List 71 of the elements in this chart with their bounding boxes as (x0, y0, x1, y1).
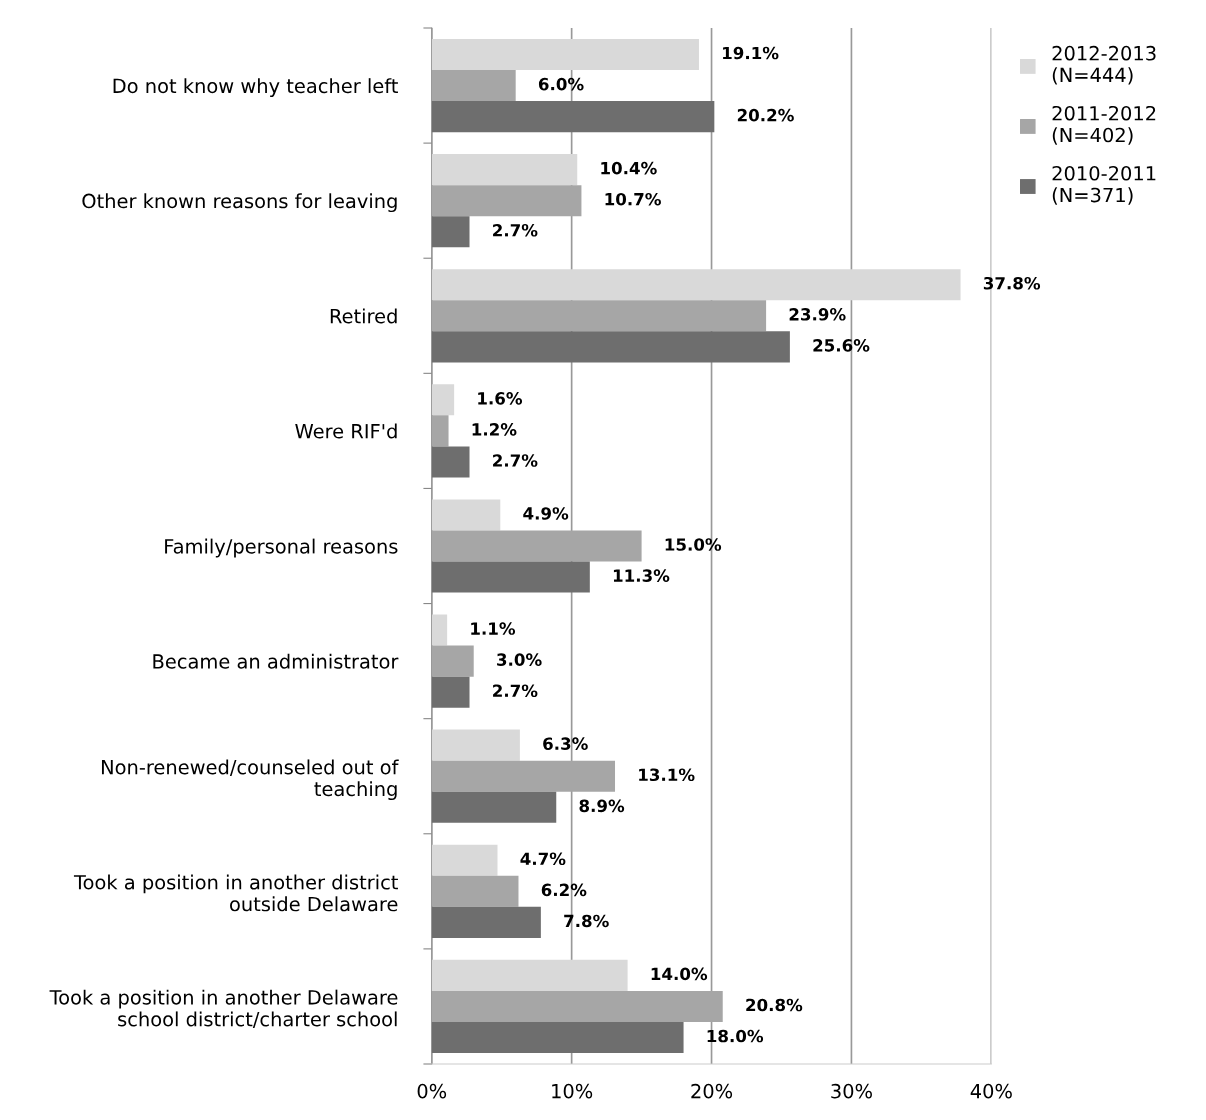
bar (431, 844, 498, 876)
bar (431, 415, 449, 447)
data-label: 6.0% (538, 77, 584, 91)
data-label: 1.2% (472, 423, 517, 436)
y-tick-label: Other known reasons for leaving (82, 193, 397, 213)
bar (431, 875, 519, 907)
data-label: 3.0% (497, 653, 542, 666)
data-label: 10.7% (605, 192, 661, 206)
bar (431, 499, 501, 531)
data-label: 8.9% (579, 799, 625, 813)
bar (431, 70, 516, 102)
x-tick-label: 20% (691, 1083, 733, 1099)
data-label: 20.8% (746, 998, 803, 1012)
x-tick-label: 40% (970, 1083, 1012, 1099)
data-label: 15.0% (665, 538, 722, 551)
data-label: 6.2% (541, 883, 587, 897)
data-label: 11.3% (613, 569, 670, 582)
bar (431, 446, 470, 478)
x-tick-label: 0% (417, 1083, 447, 1099)
bar (431, 331, 790, 363)
data-label: 13.1% (639, 768, 695, 782)
data-label: 25.6% (813, 339, 870, 352)
bar (431, 959, 628, 991)
data-label: 2.7% (493, 684, 538, 698)
bar (431, 216, 470, 248)
bar (431, 791, 557, 823)
data-label: 2.7% (493, 454, 538, 467)
bar (431, 300, 767, 332)
data-label: 23.9% (789, 308, 846, 321)
bar (431, 38, 699, 71)
y-tick-label: Became an administrator (153, 653, 399, 669)
bar (431, 530, 642, 562)
bar (431, 906, 541, 938)
data-label: 1.1% (471, 622, 516, 635)
y-tick-label: Were RIF'd (295, 423, 397, 439)
data-label: 20.2% (737, 108, 794, 122)
data-label: 10.4% (601, 161, 657, 175)
legend-label: 2011-2012 (N=402) (1052, 105, 1156, 145)
data-label: 7.8% (564, 914, 609, 928)
data-label: 4.7% (520, 852, 566, 866)
y-tick-label: Took a position in another district outside Delaware (73, 874, 398, 912)
bar (431, 1021, 684, 1054)
bar (431, 645, 474, 677)
legend-label: 2012-2013 (N=444) (1052, 45, 1156, 85)
bar (431, 760, 616, 792)
x-tick-label: 30% (831, 1083, 872, 1099)
bar (431, 561, 590, 593)
data-label: 6.3% (543, 737, 588, 750)
bar (431, 676, 470, 708)
bar (431, 614, 448, 646)
data-label: 19.1% (723, 46, 779, 60)
data-label: 2.7% (493, 223, 538, 237)
data-label: 37.8% (983, 276, 1041, 290)
y-tick-label: Retired (330, 308, 397, 324)
bar (431, 154, 578, 186)
x-tick-label: 10% (552, 1083, 593, 1099)
y-tick-label: Do not know why teacher left (113, 78, 398, 97)
bar (431, 269, 961, 301)
data-label: 14.0% (651, 967, 708, 981)
y-tick-label: Non-renewed/counseled out of teaching (101, 759, 399, 801)
bar (431, 185, 582, 217)
data-label: 1.6% (478, 392, 523, 405)
legend-label: 2010-2011 (N=371) (1052, 165, 1156, 205)
bar (431, 729, 520, 761)
data-label: 4.9% (523, 507, 569, 520)
data-label: 18.0% (707, 1029, 764, 1043)
y-tick-label: Took a position in another Delaware school district/charter school (49, 989, 398, 1028)
bar (431, 990, 723, 1022)
bar (431, 101, 715, 133)
y-tick-label: Family/personal reasons (165, 538, 398, 558)
bar (431, 384, 455, 416)
